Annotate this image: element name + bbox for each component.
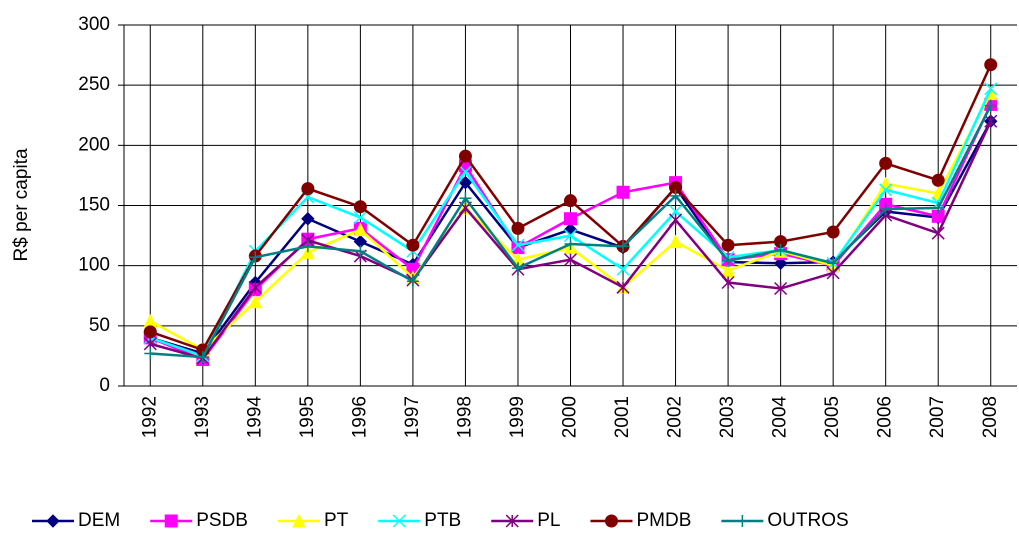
marker	[564, 212, 577, 226]
marker	[353, 211, 367, 225]
legend-label: OUTROS	[767, 510, 848, 531]
marker	[392, 514, 406, 528]
x-tick-label: 2000	[560, 396, 581, 438]
legend-label: PTB	[424, 510, 461, 531]
y-tick-label: 50	[89, 315, 110, 336]
marker	[164, 514, 178, 528]
marker	[616, 185, 630, 199]
x-tick-label: 2006	[875, 396, 896, 438]
marker	[458, 165, 472, 179]
marker	[563, 229, 578, 243]
marker	[736, 515, 749, 527]
x-tick-label: 2008	[980, 396, 1001, 438]
y-tick-label: 200	[78, 134, 110, 155]
marker	[406, 238, 420, 252]
x-tick-label: 1998	[454, 396, 475, 438]
y-tick-label: 100	[78, 255, 110, 276]
marker	[984, 99, 997, 112]
marker	[301, 212, 315, 226]
x-tick-label: 2002	[665, 396, 686, 438]
marker	[984, 114, 998, 128]
marker	[604, 514, 618, 528]
marker	[563, 253, 578, 267]
x-tick-label: 2007	[927, 396, 948, 438]
marker	[301, 182, 315, 196]
marker	[984, 82, 998, 96]
marker	[669, 189, 682, 202]
marker	[292, 513, 306, 528]
x-tick-label: 1999	[507, 396, 528, 438]
y-tick-label: 250	[78, 74, 110, 95]
marker	[564, 238, 577, 251]
legend-label: PL	[537, 510, 560, 531]
marker	[563, 222, 578, 237]
y-tick-label: 0	[99, 375, 110, 396]
legend-label: PMDB	[636, 510, 691, 531]
x-tick-label: 1992	[139, 396, 160, 438]
marker	[458, 149, 472, 163]
marker	[721, 263, 735, 277]
marker	[196, 351, 209, 364]
marker	[564, 194, 577, 208]
marker	[248, 280, 262, 294]
marker	[459, 192, 472, 205]
marker	[511, 238, 525, 252]
marker	[879, 183, 893, 197]
x-tick-label: 2004	[770, 396, 791, 439]
x-tick-label: 2001	[612, 396, 633, 438]
marker	[511, 262, 524, 275]
marker	[617, 240, 630, 253]
y-tick-label: 300	[78, 14, 110, 35]
marker	[406, 275, 419, 288]
marker	[932, 201, 945, 214]
marker	[774, 244, 787, 257]
marker	[458, 175, 473, 190]
legend-label: PT	[324, 510, 349, 531]
marker	[249, 251, 262, 264]
x-tick-label: 2005	[822, 396, 843, 438]
marker	[827, 257, 840, 270]
y-tick-label: 150	[78, 195, 110, 216]
x-tick-label: 1997	[402, 396, 423, 438]
marker	[826, 225, 840, 239]
marker	[301, 240, 314, 253]
marker	[984, 58, 998, 72]
marker	[879, 203, 892, 216]
marker	[774, 281, 788, 296]
marker	[143, 313, 158, 328]
legend-label: PSDB	[196, 510, 248, 531]
x-tick-label: 1996	[349, 396, 370, 438]
marker	[773, 256, 788, 270]
marker	[511, 221, 525, 235]
marker	[669, 213, 683, 227]
marker	[931, 226, 945, 240]
x-tick-label: 1994	[244, 396, 265, 439]
marker	[505, 514, 519, 528]
marker	[616, 262, 630, 276]
marker	[722, 254, 735, 267]
marker	[248, 294, 263, 309]
marker	[46, 514, 60, 528]
marker	[931, 173, 945, 187]
marker	[668, 234, 683, 249]
marker	[879, 156, 893, 170]
marker	[353, 222, 368, 237]
legend-label: DEM	[78, 510, 120, 531]
marker	[144, 347, 157, 360]
marker	[301, 245, 315, 259]
marker	[616, 280, 630, 294]
x-tick-label: 1995	[297, 396, 318, 438]
marker	[143, 325, 157, 339]
marker	[721, 275, 735, 290]
x-tick-label: 2003	[717, 396, 738, 438]
marker	[721, 238, 735, 252]
marker	[353, 200, 367, 214]
marker	[354, 245, 367, 258]
y-axis-label: R$ per capita	[11, 148, 32, 261]
x-tick-label: 1993	[192, 396, 213, 438]
